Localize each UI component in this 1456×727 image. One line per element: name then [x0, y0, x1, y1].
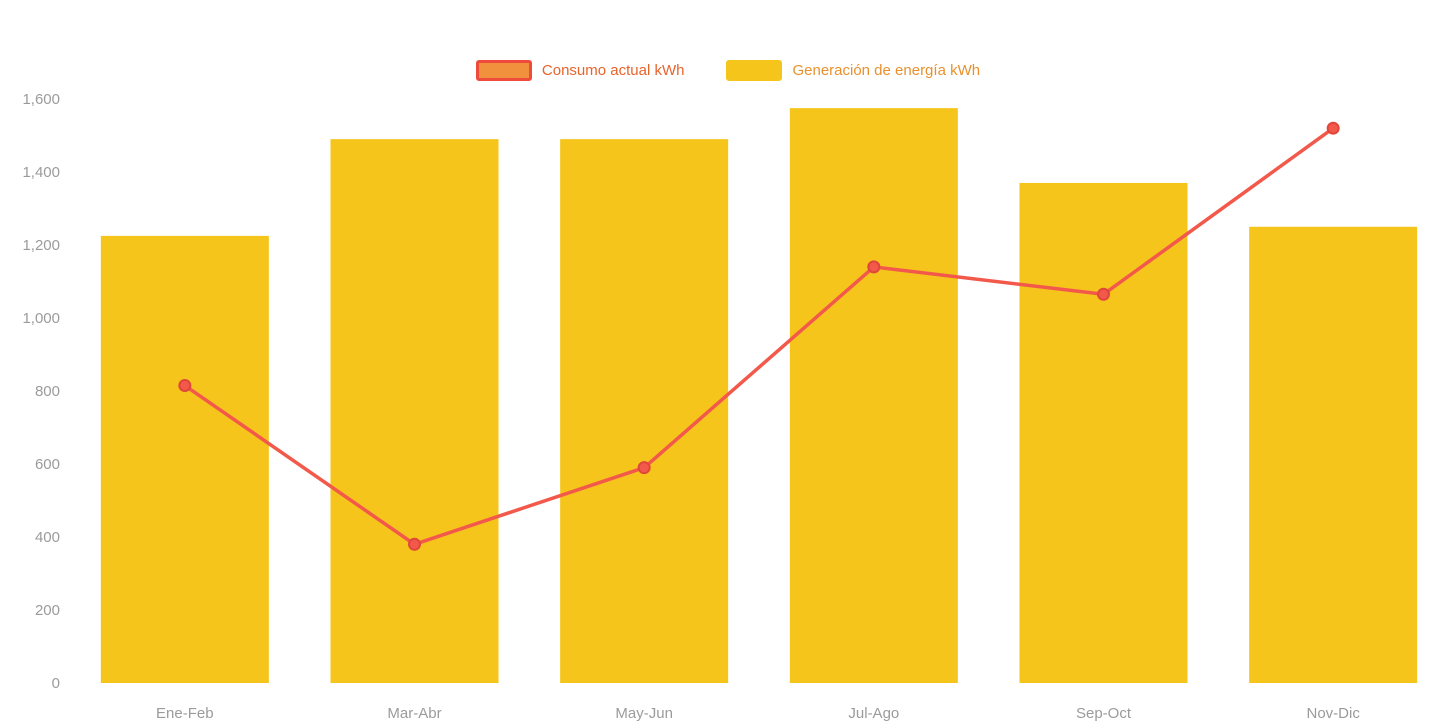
consumo-line — [183, 126, 1335, 547]
bar-nov-dic — [1249, 226, 1418, 683]
y-tick-label: 1,000 — [22, 310, 60, 327]
bar-mar-abr — [330, 139, 499, 683]
bar-ene-feb — [100, 235, 269, 683]
legend-label-consumo: Consumo actual kWh — [541, 62, 685, 79]
y-tick-label: 1,400 — [22, 164, 60, 181]
point-ene-feb — [178, 379, 192, 393]
x-tick-label: Sep-Oct — [1076, 705, 1132, 722]
bar-may-jun — [560, 139, 729, 683]
consumo-line-swatch-icon — [475, 60, 532, 81]
point-mar-abr — [408, 537, 421, 551]
y-tick-label: 800 — [35, 383, 60, 400]
y-tick-label: 200 — [35, 602, 60, 619]
bar-jul-ago — [789, 108, 958, 683]
legend-item-generacion[interactable]: Generación de energía kWh — [726, 60, 980, 81]
x-tick-label: Nov-Dic — [1306, 705, 1360, 722]
point-nov-dic — [1326, 121, 1340, 135]
x-tick-label: Ene-Feb — [156, 705, 214, 722]
chart-legend: Consumo actual kWh Generación de energía… — [0, 60, 1456, 81]
y-tick-label: 1,200 — [22, 237, 60, 254]
point-jul-ago — [867, 260, 881, 274]
generacion-bar-swatch-icon — [726, 60, 783, 81]
point-sep-oct — [1097, 287, 1110, 301]
y-tick-label: 0 — [52, 675, 60, 692]
point-may-jun — [637, 461, 651, 475]
x-tick-label: Jul-Ago — [848, 705, 899, 722]
bar-sep-oct — [1019, 182, 1188, 683]
y-tick-label: 1,600 — [22, 91, 60, 108]
y-tick-label: 600 — [35, 456, 60, 473]
x-tick-label: May-Jun — [615, 705, 673, 722]
legend-item-consumo[interactable]: Consumo actual kWh — [475, 60, 685, 81]
legend-label-generacion: Generación de energía kWh — [792, 62, 981, 79]
y-tick-label: 400 — [35, 529, 60, 546]
x-tick-label: Mar-Abr — [387, 705, 441, 722]
